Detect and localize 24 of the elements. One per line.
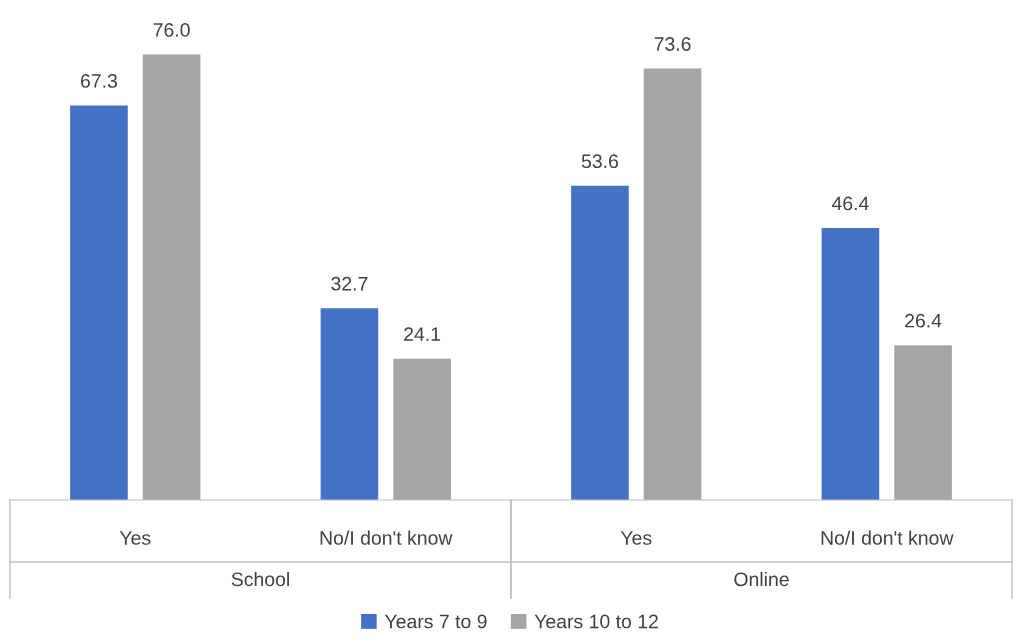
data-label: 24.1 [404, 327, 441, 341]
data-label: 67.3 [80, 74, 117, 88]
x-tick-label: Yes [620, 531, 652, 545]
x-tick-label: No/I don't know [320, 530, 453, 545]
bar [393, 358, 451, 500]
x-tick-label: Yes [119, 531, 151, 545]
bar [571, 185, 629, 500]
data-label: 53.6 [581, 154, 618, 169]
bar [70, 105, 128, 500]
bar [142, 54, 201, 500]
bar [643, 68, 702, 500]
data-label: 26.4 [905, 313, 942, 328]
text: Online [734, 571, 789, 587]
legend-label: Years 10 to 12 [534, 614, 658, 629]
data-label: 46.4 [831, 196, 869, 211]
data-label: 73.6 [654, 37, 691, 51]
text: School [231, 571, 289, 587]
legend-label: Years 7 to 9 [384, 614, 487, 629]
data-label: 32.7 [331, 276, 368, 291]
bar [320, 308, 379, 500]
x-tick-label: No/I don't know [821, 530, 954, 545]
data-label: 76.0 [153, 23, 190, 37]
bar [821, 228, 880, 500]
bar [894, 345, 952, 500]
